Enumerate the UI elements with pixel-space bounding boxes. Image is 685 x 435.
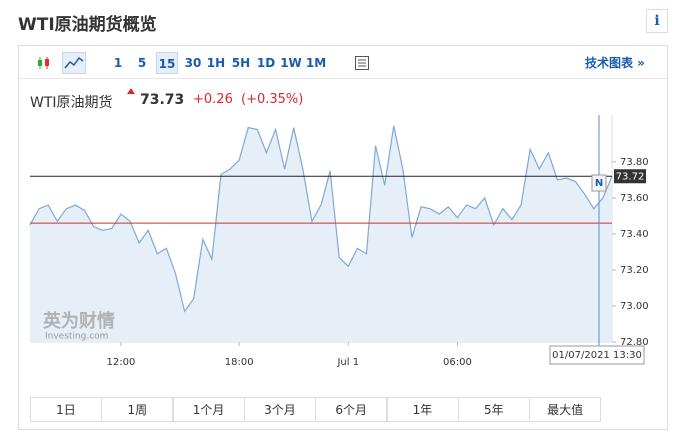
interval-button[interactable]: 5H [231, 56, 251, 70]
tooltip-box [549, 345, 645, 365]
y-tick-label: 73.40 [620, 229, 649, 240]
watermark: 英为财情 [42, 310, 115, 332]
range-button[interactable]: 1个月 [172, 397, 245, 422]
price-line [29, 125, 613, 313]
up-arrow [127, 88, 135, 94]
range-button[interactable]: 6个月 [315, 397, 388, 422]
range-button[interactable]: 1周 [101, 397, 174, 422]
interval-button[interactable]: 1H [206, 56, 226, 70]
quote-name: WTI原油期货 [30, 95, 113, 111]
technical-chart-link[interactable]: 技术图表 » [585, 56, 645, 70]
last-price-box [614, 169, 646, 184]
y-tick-label: 73.60 [620, 193, 649, 204]
y-tick-label: 73.20 [620, 265, 649, 276]
x-tick-label: 12:00 [107, 357, 136, 368]
interval-button[interactable]: 5 [137, 56, 147, 70]
info-button[interactable]: i [646, 9, 668, 33]
x-tick-label: 18:00 [225, 357, 254, 368]
x-tick-label: 06:00 [443, 357, 472, 368]
widget-frame [18, 45, 668, 430]
range-button[interactable]: 5年 [457, 397, 530, 422]
candle-icon[interactable] [36, 55, 52, 71]
quote-change-percent: (+0.35%) [241, 92, 304, 107]
marker: N [595, 178, 603, 189]
last-price-label: 73.72 [616, 171, 645, 182]
tooltip: 01/07/2021 13:30 [552, 350, 642, 361]
marker-box [591, 174, 607, 192]
interval-button[interactable]: 1 [113, 56, 123, 70]
page-title: WTI原油期货概览 [18, 15, 157, 35]
quote-change: +0.26 [193, 92, 233, 107]
chart: 72.80 73.00 73.20 73.40 73.60 73.80 12:00 18:00… [29, 115, 649, 368]
y-tick-label: 72.80 [620, 337, 649, 348]
range-button[interactable]: 1日 [30, 397, 102, 422]
range-button[interactable]: 最大值 [529, 397, 602, 422]
y-tick-label: 73.00 [620, 301, 649, 312]
interval-button[interactable]: 1D [256, 56, 276, 70]
separator [19, 78, 667, 79]
interval-button[interactable]: 1M [305, 56, 327, 70]
settings-icon[interactable] [354, 55, 370, 71]
area-fill [30, 125, 612, 342]
range-button[interactable]: 1年 [386, 397, 459, 422]
interval-button[interactable]: 30 [184, 56, 202, 70]
y-tick-label: 73.80 [620, 157, 649, 168]
range-button[interactable]: 3个月 [243, 397, 316, 422]
line-icon[interactable] [62, 52, 86, 74]
x-tick-label: Jul 1 [336, 357, 359, 368]
quote-price: 73.73 [140, 92, 185, 108]
interval-button[interactable]: 15 [156, 52, 178, 74]
watermark-sub: Investing.com [45, 332, 108, 342]
interval-button[interactable]: 1W [280, 56, 302, 70]
